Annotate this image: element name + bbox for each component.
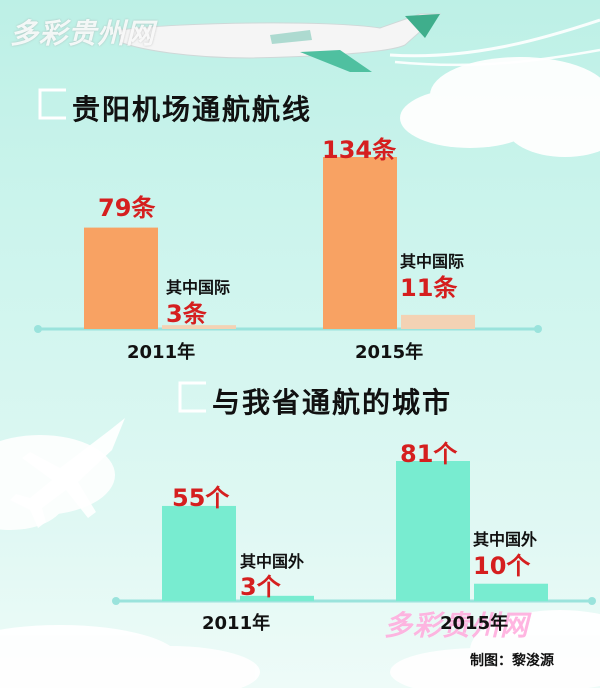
baseline-end-dot	[588, 597, 596, 605]
series-label-foreign-2015: 其中国外	[473, 530, 538, 549]
airplane-silhouette-icon	[10, 418, 125, 528]
data-label-airlines-2015: 134条	[322, 136, 397, 164]
cloud-bottom-left	[0, 625, 260, 688]
baseline-end-dot	[112, 597, 120, 605]
credit-text: 制图：黎浚源	[470, 653, 554, 669]
bar-airlines-total-2015年	[323, 157, 397, 329]
data-label-cities-2015: 81个	[400, 440, 458, 468]
watermark-bottom: 多彩贵州网	[384, 609, 530, 642]
bar-cities-intl-2011年	[240, 595, 314, 601]
bar-cities-total-2015年	[396, 461, 470, 601]
baseline-end-dot	[34, 325, 42, 333]
series-label-intl-2015: 其中国际	[400, 252, 465, 271]
data-label-foreign-cities-2011: 3个	[240, 573, 281, 601]
series-label-intl-2011: 其中国际	[166, 278, 231, 297]
cloud-bottom-right	[390, 610, 600, 688]
airplane-icon	[119, 13, 600, 72]
bar-airlines-total-2011年	[84, 227, 158, 329]
cloud-top-right	[400, 57, 600, 157]
data-label-intl-airlines-2011: 3条	[166, 300, 207, 328]
series-label-foreign-2011: 其中国外	[240, 552, 305, 571]
chart-title-airlines: 贵阳机场通航航线	[72, 93, 313, 126]
data-label-foreign-cities-2015: 10个	[473, 552, 531, 580]
chart-title-cities: 与我省通航的城市	[212, 386, 453, 419]
bar-airlines-intl-2015年	[401, 314, 475, 329]
data-label-airlines-2011: 79条	[98, 194, 156, 222]
bar-airlines-intl-2011年	[162, 325, 236, 329]
x-tick-label-2015: 2015年	[355, 342, 424, 363]
bar-cities-intl-2015年	[474, 583, 548, 601]
title-bracket-cities	[178, 381, 206, 413]
title-bracket-airlines	[38, 88, 66, 120]
data-label-intl-airlines-2015: 11条	[400, 274, 458, 302]
watermark-top: 多彩贵州网	[10, 17, 156, 50]
bar-cities-total-2011年	[162, 505, 236, 601]
data-label-cities-2011: 55个	[172, 484, 230, 512]
x-tick-label-2011-cities: 2011年	[202, 613, 271, 634]
x-tick-label-2011: 2011年	[127, 342, 196, 363]
baseline-end-dot	[534, 325, 542, 333]
x-tick-label-2015-cities: 2015年	[440, 613, 509, 634]
